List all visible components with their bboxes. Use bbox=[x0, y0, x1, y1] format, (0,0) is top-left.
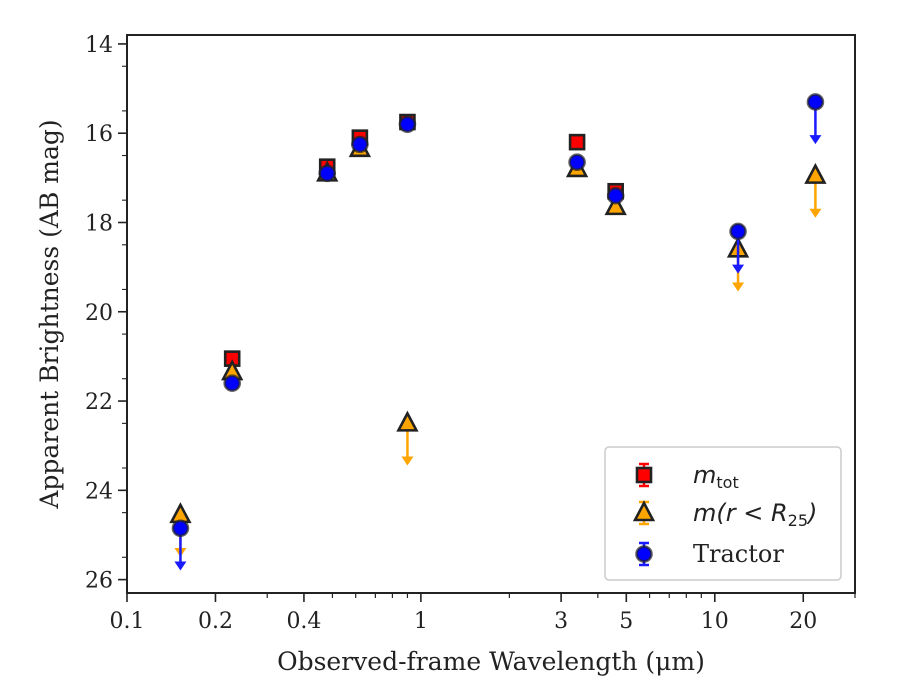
legend-marker-circle bbox=[635, 545, 653, 563]
data-point-triangle bbox=[804, 162, 827, 184]
data-point-triangle bbox=[169, 502, 192, 524]
x-tick-label: 0.1 bbox=[110, 609, 145, 634]
upper-limit-arrow-head bbox=[809, 208, 822, 218]
y-tick-label: 26 bbox=[85, 569, 113, 594]
y-tick-label: 20 bbox=[85, 301, 113, 326]
data-point-circle bbox=[806, 93, 825, 111]
legend: mtot m(r < R25) Tractor bbox=[604, 446, 842, 581]
data-marks bbox=[169, 93, 827, 571]
legend-label: Tractor bbox=[693, 540, 784, 568]
x-axis: 0.1 0.2 0.4 1 3 5 10 20 bbox=[110, 593, 856, 634]
legend-marker-square bbox=[635, 466, 653, 484]
legend-label: m(r < R25) bbox=[693, 499, 817, 530]
data-point-circle bbox=[171, 519, 190, 538]
x-tick-label: 20 bbox=[789, 609, 817, 634]
data-point-triangle bbox=[396, 410, 419, 432]
data-point-circle bbox=[606, 186, 625, 205]
y-axis: 14 16 18 20 22 24 26 bbox=[85, 33, 127, 594]
x-tick-label: 5 bbox=[619, 609, 633, 634]
legend-marker-triangle bbox=[632, 500, 656, 522]
y-tick-label: 22 bbox=[85, 390, 113, 415]
upper-limit-arrow-head bbox=[809, 135, 822, 145]
upper-limit-arrow-head bbox=[174, 561, 187, 571]
data-point-circle bbox=[568, 153, 586, 172]
x-tick-label: 0.2 bbox=[198, 609, 233, 634]
series-square bbox=[223, 113, 624, 367]
data-point-circle bbox=[318, 164, 337, 183]
y-tick-label: 16 bbox=[85, 122, 113, 147]
series-circle bbox=[171, 93, 825, 571]
upper-limit-arrow-head bbox=[732, 264, 745, 274]
x-tick-label: 1 bbox=[414, 609, 428, 634]
x-tick-label: 3 bbox=[554, 609, 568, 634]
data-point-triangle bbox=[604, 194, 627, 216]
data-point-circle bbox=[351, 135, 369, 154]
data-point-square bbox=[568, 133, 586, 151]
y-tick-label: 18 bbox=[85, 211, 113, 236]
upper-limit-arrow-head bbox=[732, 282, 745, 292]
upper-limit-arrow-head bbox=[401, 456, 414, 466]
data-point-circle bbox=[729, 222, 747, 241]
y-axis-title: Apparent Brightness (AB mag) bbox=[35, 119, 64, 509]
x-tick-label: 10 bbox=[701, 609, 729, 634]
legend-label: mtot bbox=[693, 461, 739, 492]
y-tick-label: 14 bbox=[85, 33, 113, 58]
data-point-circle bbox=[223, 374, 241, 392]
plot-frame bbox=[126, 34, 856, 594]
data-point-circle bbox=[398, 115, 417, 134]
y-tick-label: 24 bbox=[85, 479, 113, 504]
legend-box bbox=[604, 446, 842, 581]
x-tick-label: 0.4 bbox=[286, 609, 321, 634]
x-axis-title: Observed-frame Wavelength (μm) bbox=[277, 647, 705, 676]
